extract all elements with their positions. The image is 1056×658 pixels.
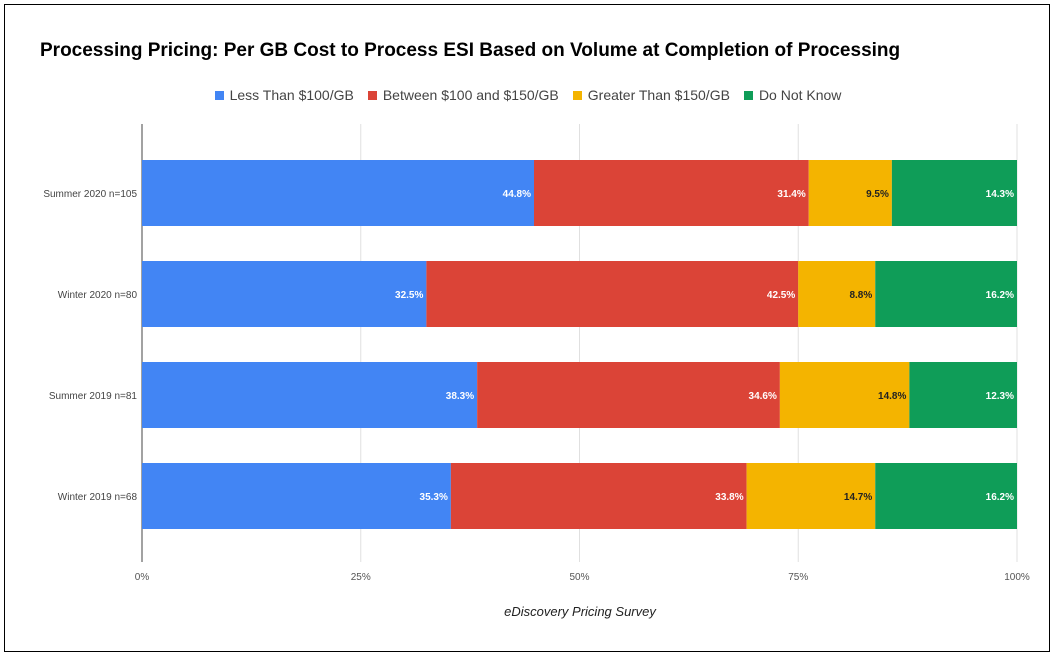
legend-label: Less Than $100/GB xyxy=(229,87,354,103)
data-label: 8.8% xyxy=(849,290,872,301)
data-label: 14.7% xyxy=(844,492,872,503)
x-tick-label: 100% xyxy=(1004,572,1030,583)
chart-title: Processing Pricing: Per GB Cost to Proce… xyxy=(40,40,901,61)
legend-swatch xyxy=(572,90,582,100)
data-label: 31.4% xyxy=(777,189,805,200)
bar-segment xyxy=(746,463,876,529)
bar-segment xyxy=(534,160,809,226)
bar-segment xyxy=(891,160,1017,226)
data-label: 33.8% xyxy=(715,492,743,503)
data-label: 42.5% xyxy=(767,290,795,301)
x-tick-label: 75% xyxy=(788,572,808,583)
legend-swatch xyxy=(214,90,224,100)
legend-swatch xyxy=(367,90,377,100)
data-label: 14.8% xyxy=(878,391,906,402)
category-label: Summer 2020 n=105 xyxy=(43,189,137,200)
data-label: 34.6% xyxy=(749,391,777,402)
x-tick-label: 25% xyxy=(351,572,371,583)
data-label: 44.8% xyxy=(503,189,531,200)
chart-frame xyxy=(4,4,1050,652)
data-label: 14.3% xyxy=(986,189,1014,200)
category-label: Winter 2019 n=68 xyxy=(58,492,138,503)
legend-swatch xyxy=(743,90,753,100)
legend: Less Than $100/GB Between $100 and $150/G… xyxy=(0,87,1056,103)
x-tick-label: 0% xyxy=(135,572,150,583)
bar-segment xyxy=(798,261,876,327)
x-tick-label: 50% xyxy=(569,572,589,583)
data-label: 12.3% xyxy=(986,391,1014,402)
bar-segment xyxy=(142,463,451,529)
legend-item: Less Than $100/GB xyxy=(214,87,354,103)
data-label: 16.2% xyxy=(986,290,1014,301)
data-label: 32.5% xyxy=(395,290,423,301)
legend-label: Do Not Know xyxy=(758,87,842,103)
legend-item: Between $100 and $150/GB xyxy=(367,87,559,103)
data-label: 9.5% xyxy=(866,189,889,200)
data-label: 35.3% xyxy=(420,492,448,503)
legend-label: Between $100 and $150/GB xyxy=(382,87,559,103)
bar-segment xyxy=(142,160,534,226)
bar-segment xyxy=(426,261,799,327)
bar-segment xyxy=(477,362,780,428)
legend-item: Do Not Know xyxy=(743,87,842,103)
chart-caption: eDiscovery Pricing Survey xyxy=(504,604,656,619)
category-label: Winter 2020 n=80 xyxy=(58,290,138,301)
bar-segment xyxy=(142,362,478,428)
bar-segment xyxy=(450,463,747,529)
bar-segment xyxy=(779,362,910,428)
category-label: Summer 2019 n=81 xyxy=(49,391,138,402)
data-label: 16.2% xyxy=(986,492,1014,503)
legend-item: Greater Than $150/GB xyxy=(572,87,730,103)
data-label: 38.3% xyxy=(446,391,474,402)
bar-segment xyxy=(875,261,1017,327)
bar-segment xyxy=(142,261,427,327)
bar-segment xyxy=(875,463,1017,529)
bar-segment xyxy=(808,160,892,226)
bar-segment xyxy=(909,362,1017,428)
legend-label: Greater Than $150/GB xyxy=(587,87,730,103)
